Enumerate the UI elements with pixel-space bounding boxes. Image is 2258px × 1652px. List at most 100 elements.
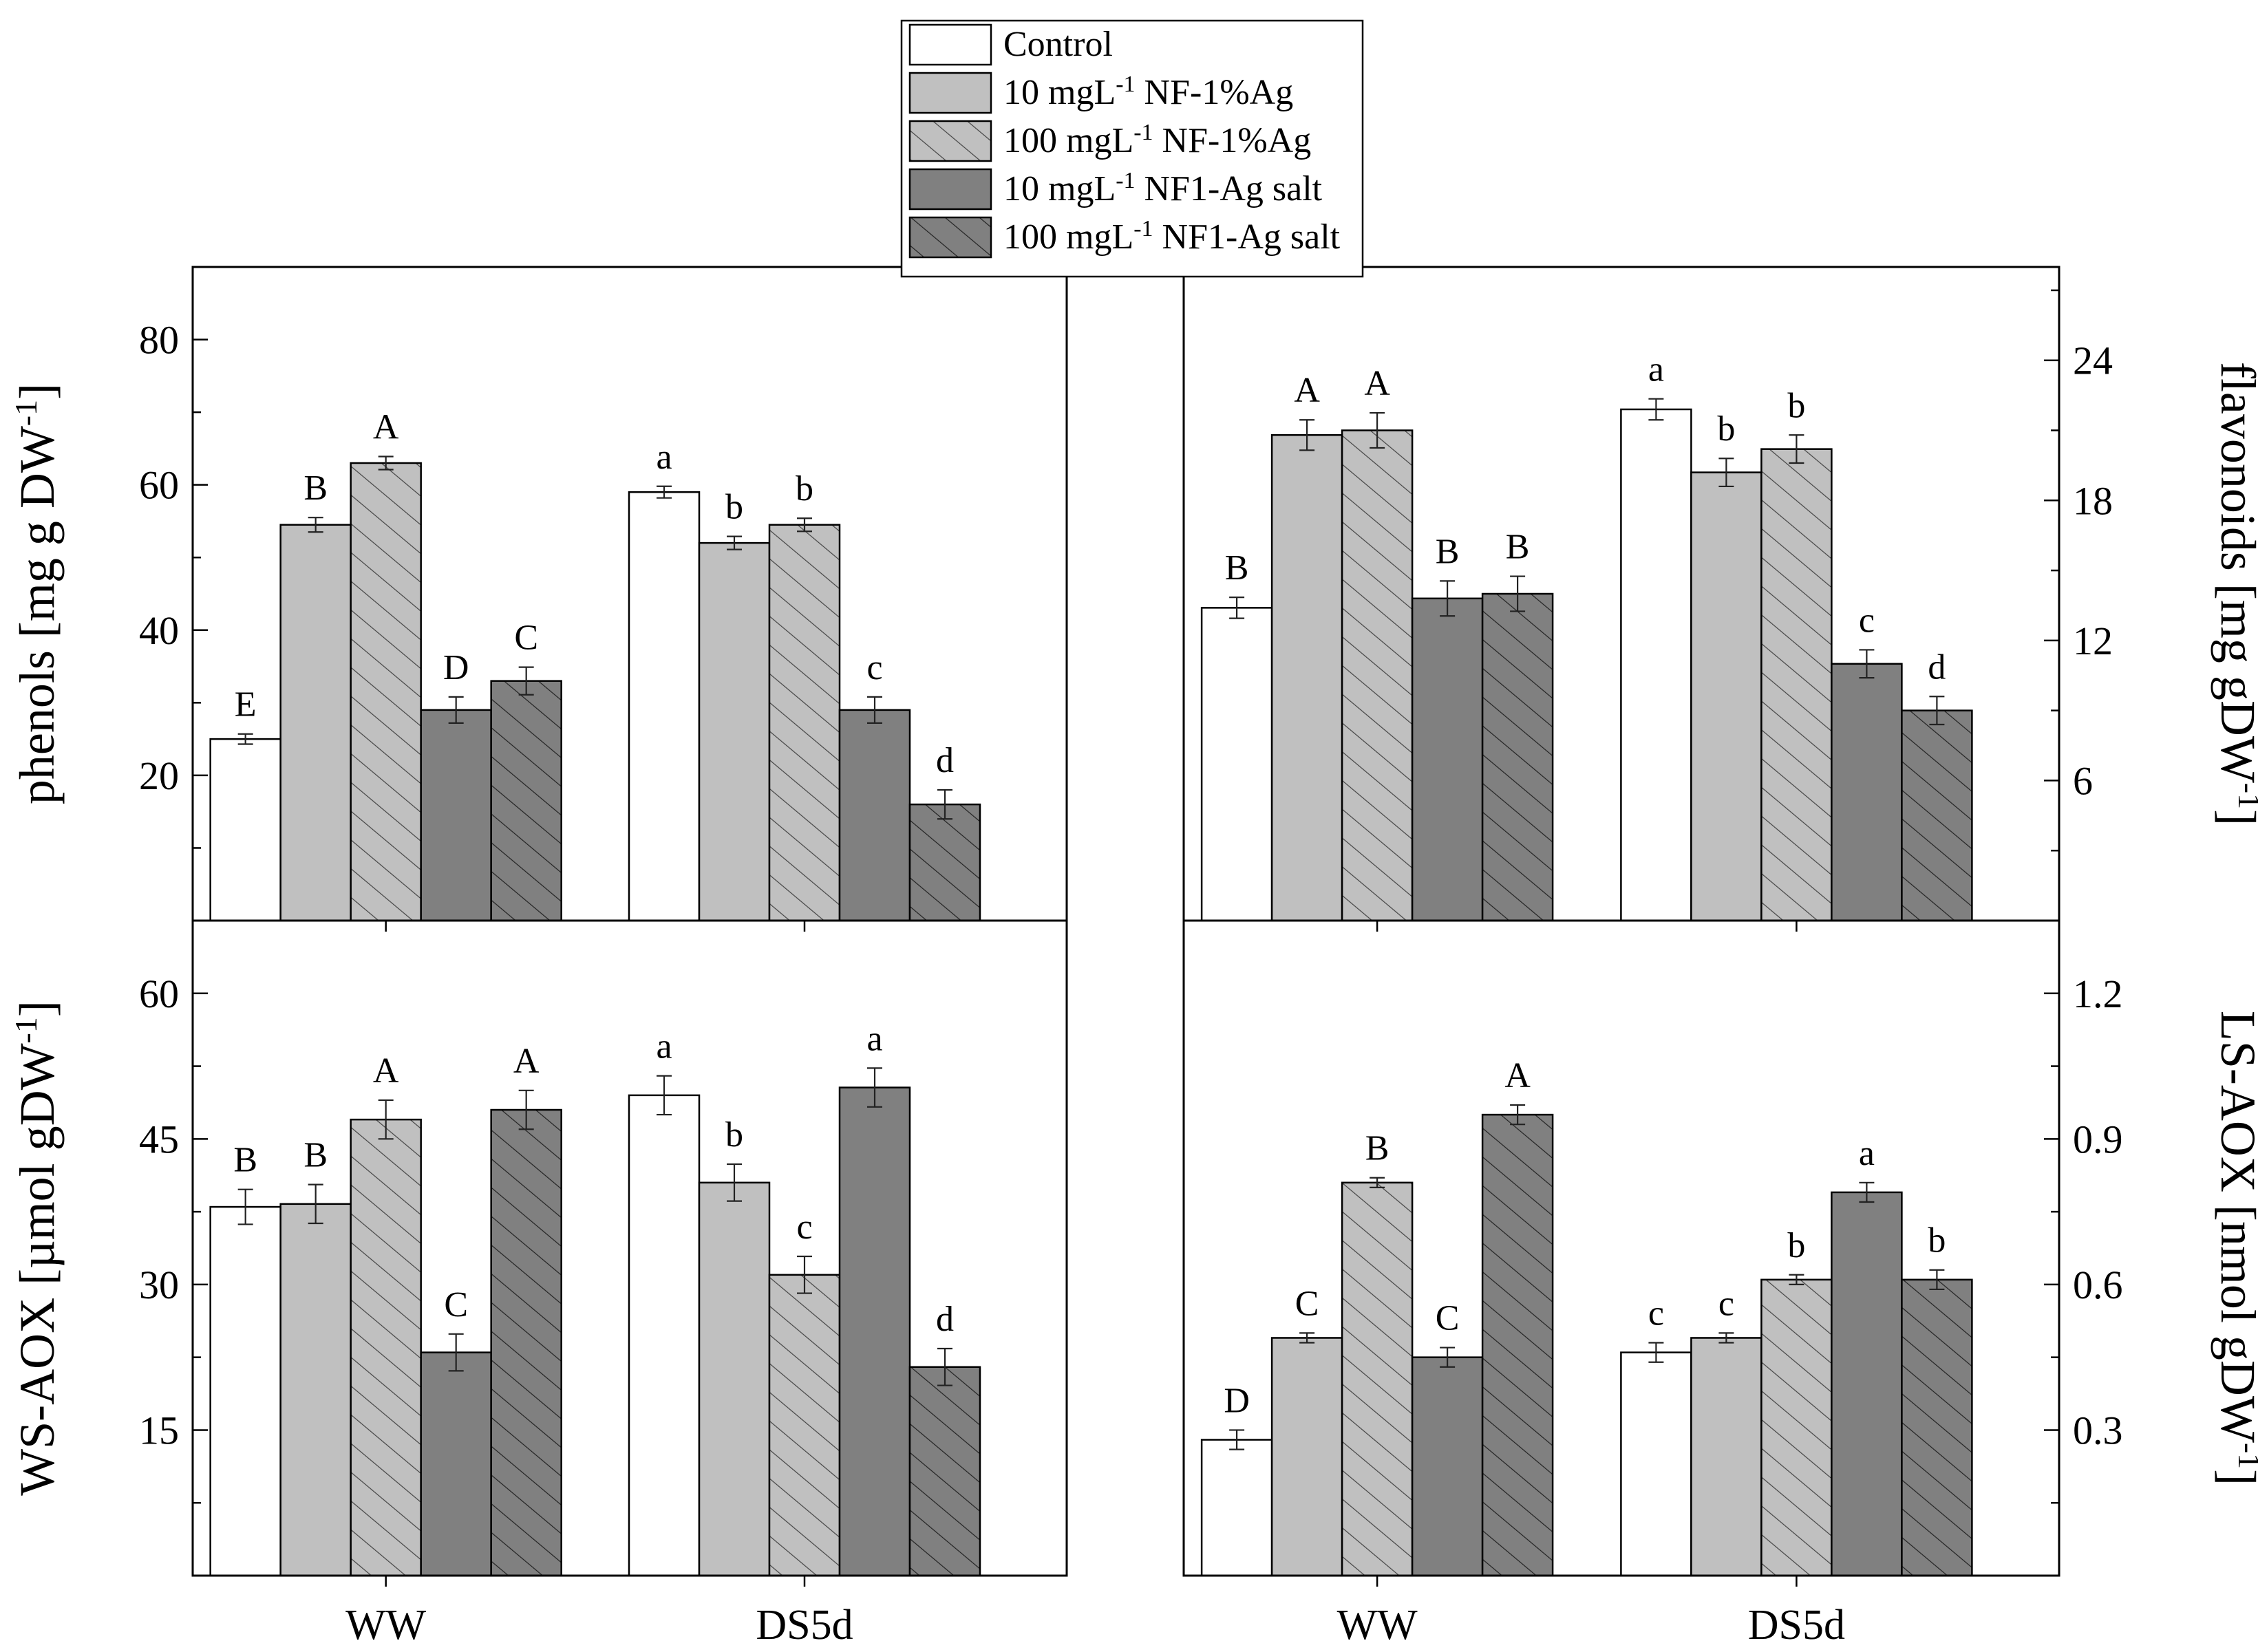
error-bar-flavonoids-ww-s1 xyxy=(1299,419,1315,451)
significance-letter: B xyxy=(1436,532,1460,571)
bar-ls-aox-ww-s2 xyxy=(1341,1181,1414,1577)
y-axis-title-text: WS-AOX [µmol gDW xyxy=(10,1043,65,1495)
significance-letter: B xyxy=(303,469,328,508)
bar-phenols-ds5d-s2 xyxy=(768,524,841,922)
y-tick-label: 1.2 xyxy=(2073,972,2123,1016)
bar-flavonoids-ww-s2 xyxy=(1341,429,1414,922)
y-tick-label: 24 xyxy=(2073,339,2113,383)
bar-ws-aox-ww-s3 xyxy=(420,1351,492,1577)
significance-letter: A xyxy=(1364,364,1390,403)
legend-label-value: 10 mgL xyxy=(1003,73,1116,112)
bar-flavonoids-ds5d-s1 xyxy=(1690,471,1762,922)
plot-frame-ws-aox xyxy=(191,919,1068,1577)
significance-letter: a xyxy=(866,1019,882,1058)
significance-letter: b xyxy=(725,1115,743,1155)
error-bar-ls-aox-ww-s1 xyxy=(1299,1332,1315,1344)
significance-letter: A xyxy=(373,1051,399,1091)
significance-letter: c xyxy=(866,648,882,687)
legend-swatch xyxy=(908,168,992,211)
error-bar-flavonoids-ww-s4 xyxy=(1510,575,1526,612)
significance-letter: a xyxy=(656,438,672,477)
significance-letter: B xyxy=(233,1141,257,1180)
legend-label-text: Control xyxy=(1003,25,1113,64)
error-bar-ws-aox-ww-s4 xyxy=(518,1089,534,1130)
bar-ws-aox-ww-s4 xyxy=(490,1108,562,1577)
error-bar-phenols-ww-s4 xyxy=(518,666,534,696)
legend-item: Control xyxy=(908,23,1113,66)
bar-ws-aox-ww-s0 xyxy=(209,1205,281,1577)
error-bar-ws-aox-ww-s3 xyxy=(448,1333,464,1372)
bar-phenols-ww-s3 xyxy=(420,709,492,922)
y-tick-label: 18 xyxy=(2073,478,2113,523)
error-bar-flavonoids-ds5d-s3 xyxy=(1859,649,1875,679)
legend-label-agent: NF1-Ag salt xyxy=(1153,217,1341,257)
y-axis-title-bracket: ] xyxy=(2211,1469,2258,1485)
error-bar-ls-aox-ds5d-s3 xyxy=(1859,1181,1875,1203)
significance-letter: b xyxy=(796,469,813,508)
bar-ls-aox-ww-s0 xyxy=(1200,1439,1273,1577)
significance-letter: a xyxy=(1648,350,1664,389)
bar-phenols-ds5d-s1 xyxy=(698,541,771,922)
error-bar-ws-aox-ds5d-s1 xyxy=(727,1163,742,1202)
y-axis-title-text: LS-AOX [nmol gDW xyxy=(2211,1011,2258,1443)
bar-ls-aox-ds5d-s4 xyxy=(1901,1278,1973,1577)
error-bar-phenols-ww-s1 xyxy=(308,517,323,533)
error-bar-ws-aox-ww-s0 xyxy=(237,1188,253,1225)
significance-letter: C xyxy=(1436,1299,1460,1338)
error-bar-ls-aox-ds5d-s0 xyxy=(1648,1342,1664,1363)
y-axis-title-text: flavonoids [mg gDW xyxy=(2211,362,2258,783)
bar-ls-aox-ww-s4 xyxy=(1481,1113,1554,1577)
bar-ls-aox-ds5d-s2 xyxy=(1760,1278,1833,1577)
error-bar-flavonoids-ds5d-s0 xyxy=(1648,398,1664,421)
y-axis-title-bracket: ] xyxy=(10,1000,65,1017)
legend-label-exponent: -1 xyxy=(1133,120,1153,145)
bar-ls-aox-ds5d-s1 xyxy=(1690,1337,1762,1577)
error-bar-ls-aox-ww-s0 xyxy=(1229,1429,1245,1450)
y-tick-label: 6 xyxy=(2073,758,2093,803)
bar-ws-aox-ds5d-s4 xyxy=(908,1366,981,1577)
y-axis-title-ls-aox: LS-AOX [nmol gDW-1] xyxy=(2211,1011,2258,1485)
bar-ls-aox-ds5d-s3 xyxy=(1831,1191,1903,1577)
y-axis-title-bracket: ] xyxy=(10,383,65,400)
significance-letter: a xyxy=(656,1027,672,1066)
legend-label-value: 100 mgL xyxy=(1003,217,1133,257)
bar-flavonoids-ds5d-s2 xyxy=(1760,448,1833,922)
legend-label-agent: NF-1%Ag xyxy=(1136,73,1294,112)
x-category-label: WW xyxy=(345,1602,427,1649)
bar-phenols-ds5d-s3 xyxy=(838,709,911,922)
significance-letter: B xyxy=(303,1136,328,1175)
bar-ws-aox-ww-s2 xyxy=(350,1118,422,1577)
panel-phenols: E B A D Ca b b c d 20 40 60 80 phenols [mg g DW-1] xyxy=(8,266,1068,932)
significance-letter: c xyxy=(796,1208,812,1247)
error-bar-phenols-ww-s2 xyxy=(378,455,394,471)
significance-letter: A xyxy=(1504,1056,1531,1095)
legend-item: 100 mgL-1 NF1-Ag salt xyxy=(908,216,1341,259)
y-tick-label: 60 xyxy=(139,972,179,1016)
legend-label: 10 mgL-1 NF1-Ag salt xyxy=(1003,168,1323,209)
error-bar-ws-aox-ww-s1 xyxy=(308,1183,323,1225)
error-bar-flavonoids-ds5d-s2 xyxy=(1789,434,1804,464)
y-axis-title-ws-aox: WS-AOX [µmol gDW-1] xyxy=(8,1000,65,1496)
y-tick-label: 0.3 xyxy=(2073,1408,2123,1452)
bar-phenols-ds5d-s0 xyxy=(628,491,701,922)
bar-flavonoids-ds5d-s4 xyxy=(1901,709,1973,922)
significance-letter: d xyxy=(936,741,954,780)
y-tick-label: 80 xyxy=(139,318,179,363)
significance-letter: b xyxy=(1717,409,1735,449)
bar-ls-aox-ww-s3 xyxy=(1411,1356,1484,1577)
y-axis-title-exponent: -1 xyxy=(8,1017,43,1043)
y-axis-title-phenols: phenols [mg g DW-1] xyxy=(8,383,65,804)
significance-letter: D xyxy=(443,648,469,687)
error-bar-ws-aox-ww-s2 xyxy=(378,1099,394,1140)
bar-ws-aox-ds5d-s0 xyxy=(628,1094,701,1577)
significance-letter: C xyxy=(1295,1284,1319,1323)
y-tick-label: 15 xyxy=(139,1408,179,1452)
bar-ws-aox-ww-s1 xyxy=(279,1203,352,1577)
error-bar-flavonoids-ds5d-s1 xyxy=(1718,458,1734,488)
bar-flavonoids-ww-s3 xyxy=(1411,597,1484,922)
error-bar-ws-aox-ds5d-s4 xyxy=(937,1347,952,1386)
significance-letter: C xyxy=(444,1285,468,1324)
legend-label: 10 mgL-1 NF-1%Ag xyxy=(1003,72,1293,113)
error-bar-ws-aox-ds5d-s3 xyxy=(867,1067,882,1108)
